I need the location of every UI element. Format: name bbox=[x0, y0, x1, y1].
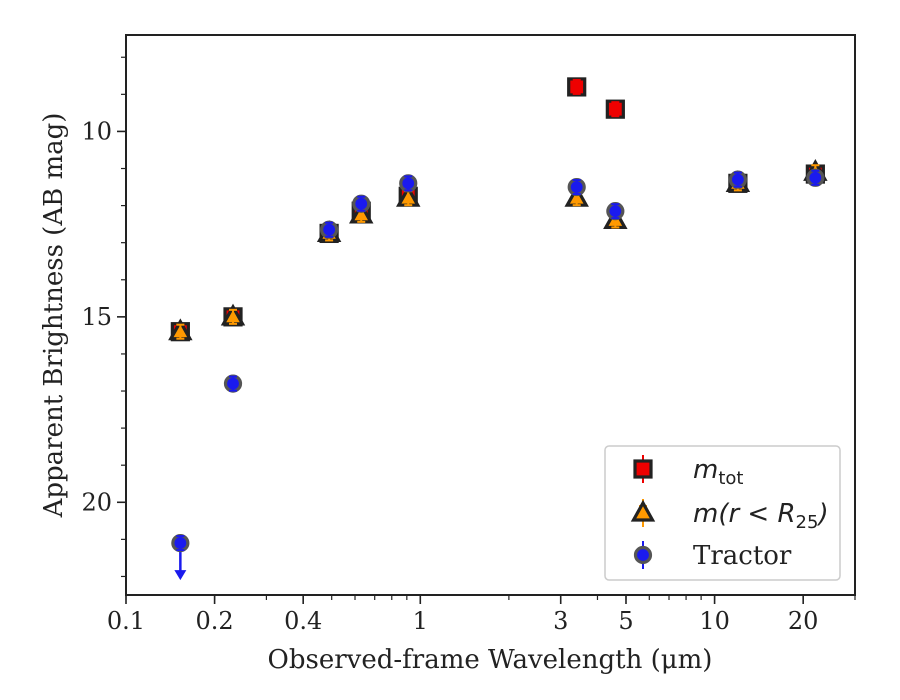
y-axis: 10 15 20 bbox=[81, 56, 126, 578]
legend-label-m-r25: m(r < R25) bbox=[693, 499, 829, 533]
x-tick-label: 5 bbox=[618, 607, 633, 635]
x-tick-label: 0.4 bbox=[284, 607, 322, 635]
legend-marker-tractor bbox=[633, 545, 653, 565]
legend-marker-m-r25 bbox=[630, 499, 656, 522]
y-tick-label: 15 bbox=[81, 303, 112, 331]
x-tick-label: 10 bbox=[699, 607, 730, 635]
legend: mtot m(r < R25) Tractor bbox=[604, 445, 841, 581]
legend-marker-mtot bbox=[633, 459, 653, 479]
x-tick-label: 0.1 bbox=[107, 607, 145, 635]
y-tick-label: 10 bbox=[81, 117, 112, 145]
legend-box bbox=[604, 445, 841, 581]
x-tick-label: 3 bbox=[553, 607, 568, 635]
y-axis-label: Apparent Brightness (AB mag) bbox=[39, 113, 69, 519]
upper-limit-arrowhead bbox=[174, 570, 187, 581]
x-axis: 0.1 0.2 0.4 1 3 5 10 20 bbox=[107, 595, 856, 635]
y-tick-label: 20 bbox=[81, 488, 112, 516]
x-tick-label: 1 bbox=[413, 607, 428, 635]
x-tick-label: 20 bbox=[788, 607, 819, 635]
x-tick-label: 0.2 bbox=[196, 607, 234, 635]
legend-label-mtot: mtot bbox=[693, 455, 743, 489]
data-marks bbox=[168, 77, 828, 581]
legend-label-tractor: Tractor bbox=[693, 541, 792, 571]
series-tractor bbox=[171, 168, 825, 581]
x-axis-label: Observed-frame Wavelength (μm) bbox=[268, 645, 713, 675]
